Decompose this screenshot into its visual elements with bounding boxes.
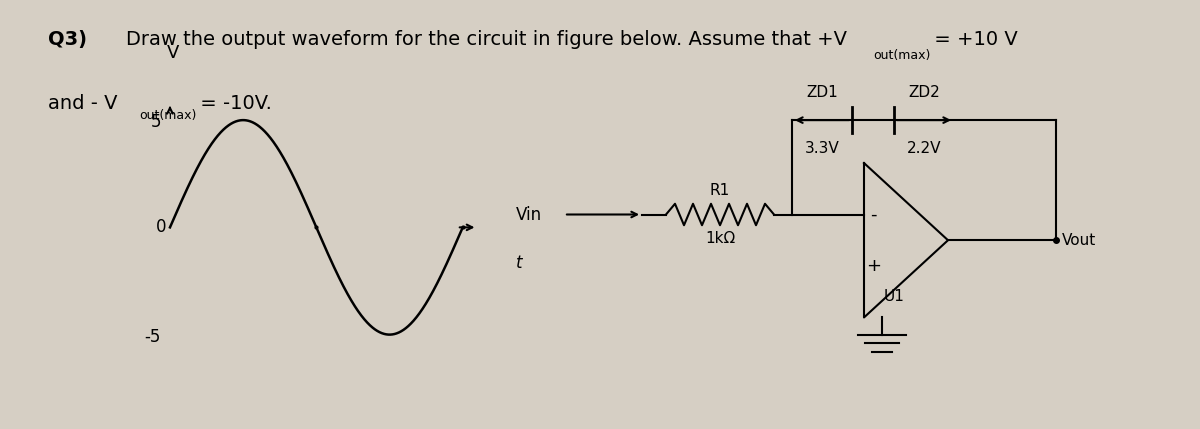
Text: V: V [167,44,179,62]
Text: ZD2: ZD2 [908,85,940,100]
Text: and - V: and - V [48,94,118,113]
Text: t: t [516,254,522,272]
Text: 2.2V: 2.2V [907,141,941,155]
Text: +: + [866,257,881,275]
Text: ZD1: ZD1 [806,85,838,100]
Text: 0: 0 [156,218,167,236]
Text: U1: U1 [883,289,905,303]
Text: = -10V.: = -10V. [194,94,272,113]
Text: out(max): out(max) [874,49,931,62]
Text: 3.3V: 3.3V [805,141,839,155]
Text: -: - [870,205,877,224]
Text: Q3): Q3) [48,30,88,49]
Text: Vin: Vin [516,205,542,224]
Text: 1kΩ: 1kΩ [704,231,736,245]
Text: R1: R1 [710,184,730,198]
Text: out(max): out(max) [139,109,197,122]
Text: Vout: Vout [1062,233,1097,248]
Text: = +10 V: = +10 V [928,30,1018,49]
Text: Draw the output waveform for the circuit in figure below. Assume that +V: Draw the output waveform for the circuit… [126,30,847,49]
